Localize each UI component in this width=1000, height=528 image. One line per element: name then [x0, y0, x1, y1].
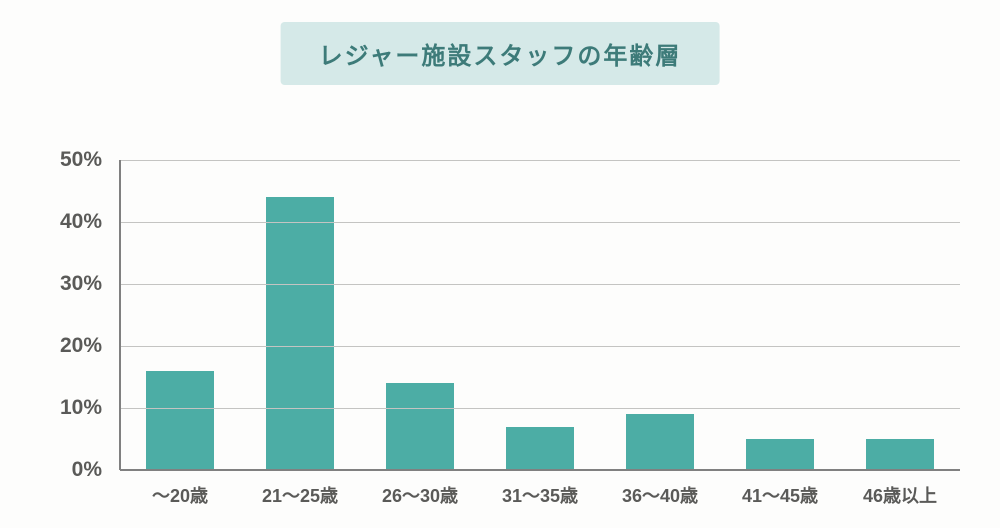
- x-axis-line: [120, 469, 960, 471]
- grid-line: [120, 160, 960, 161]
- x-tick-label: 31〜35歳: [502, 482, 578, 508]
- grid-line: [120, 284, 960, 285]
- y-tick-label: 10%: [60, 396, 102, 420]
- bars-layer: [120, 160, 960, 470]
- y-tick-label: 0%: [72, 458, 102, 482]
- x-tick-label: 41〜45歳: [742, 482, 818, 508]
- bar: [146, 371, 214, 470]
- x-tick-label: 46歳以上: [863, 482, 937, 508]
- grid-line: [120, 222, 960, 223]
- y-tick-label: 20%: [60, 334, 102, 358]
- x-tick-label: 26〜30歳: [382, 482, 458, 508]
- x-tick-label: 21〜25歳: [262, 482, 338, 508]
- y-tick-label: 40%: [60, 210, 102, 234]
- bar: [266, 197, 334, 470]
- chart-title: レジャー施設スタッフの年齢層: [281, 22, 720, 85]
- plot-area: 0%10%20%30%40%50%〜20歳21〜25歳26〜30歳31〜35歳3…: [120, 160, 960, 470]
- y-axis-line: [119, 160, 121, 470]
- bar: [626, 414, 694, 470]
- bar: [386, 383, 454, 470]
- y-tick-label: 50%: [60, 148, 102, 172]
- y-tick-label: 30%: [60, 272, 102, 296]
- grid-line: [120, 346, 960, 347]
- x-tick-label: 〜20歳: [152, 482, 208, 508]
- bar: [746, 439, 814, 470]
- grid-line: [120, 408, 960, 409]
- bar: [506, 427, 574, 470]
- x-tick-label: 36〜40歳: [622, 482, 698, 508]
- bar: [866, 439, 934, 470]
- age-distribution-chart: レジャー施設スタッフの年齢層 0%10%20%30%40%50%〜20歳21〜2…: [0, 0, 1000, 528]
